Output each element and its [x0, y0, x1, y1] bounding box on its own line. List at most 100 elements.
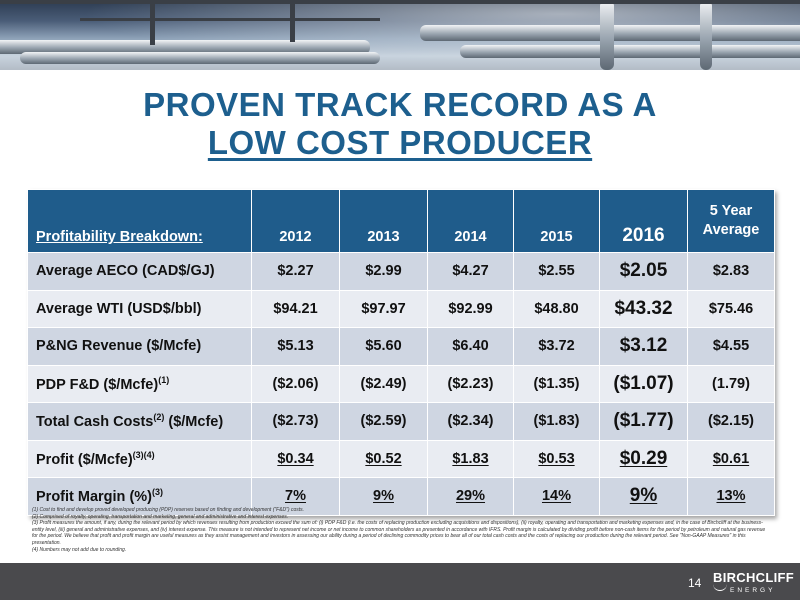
table-cell: $48.80 — [513, 289, 600, 328]
profitability-table-container: Profitability Breakdown: 2012 2013 2014 … — [27, 189, 775, 516]
table-cell: ($2.34) — [427, 402, 514, 441]
row-label-text: Average AECO (CAD$/GJ) — [36, 263, 215, 280]
table-header-row: Profitability Breakdown: 2012 2013 2014 … — [27, 189, 775, 253]
table-cell: $0.34 — [251, 439, 340, 478]
row-label-text: Average WTI (USD$/bbl) — [36, 300, 202, 317]
footnote-1: (1) Cost to find and develop proved deve… — [32, 507, 305, 513]
banner-pipe — [600, 0, 614, 70]
table-cell: $43.32 — [599, 289, 688, 328]
table-cell: $94.21 — [251, 289, 340, 328]
row-label: Total Cash Costs(2) ($/Mcfe) — [27, 402, 252, 441]
banner-beam — [80, 18, 380, 21]
banner-beam — [0, 0, 800, 4]
row-label: Average WTI (USD$/bbl) — [27, 289, 252, 328]
table-cell: $3.12 — [599, 327, 688, 366]
table-cell: 9% — [599, 477, 688, 516]
table-cell: $5.13 — [251, 327, 340, 366]
table-cell: 7% — [251, 477, 340, 516]
row-label: Profit ($/Mcfe)(3)(4) — [27, 439, 252, 478]
table-row: PDP F&D ($/Mcfe)(1) ($2.06) ($2.49) ($2.23)… — [27, 364, 775, 403]
banner-beam — [290, 0, 295, 42]
table-cell: ($1.77) — [599, 402, 688, 441]
banner-beam — [150, 0, 155, 45]
header-profitability-breakdown: Profitability Breakdown: — [27, 189, 252, 253]
table-cell: 13% — [687, 477, 775, 516]
table-cell: $0.52 — [339, 439, 428, 478]
table-cell: ($2.73) — [251, 402, 340, 441]
table-cell: ($2.49) — [339, 364, 428, 403]
table-cell: ($2.06) — [251, 364, 340, 403]
table-cell: $0.61 — [687, 439, 775, 478]
header-5-year-average: 5 Year Average — [687, 189, 775, 253]
footnotes: (1) Cost to find and develop proved deve… — [32, 507, 772, 553]
row-label-text: Profit ($/Mcfe) — [36, 451, 133, 468]
table-cell: ($1.07) — [599, 364, 688, 403]
page-number: 14 — [688, 576, 702, 590]
birchcliff-logo-sub: ENERGY — [730, 587, 776, 594]
table-row: P&NG Revenue ($/Mcfe) $5.13 $5.60 $6.40 $3.7… — [27, 327, 775, 366]
table-cell: $2.05 — [599, 252, 688, 291]
table-cell: $92.99 — [427, 289, 514, 328]
table-row: Average WTI (USD$/bbl) $94.21 $97.97 $92.99… — [27, 289, 775, 328]
table-cell: $5.60 — [339, 327, 428, 366]
table-cell: 9% — [339, 477, 428, 516]
row-label-text: PDP F&D ($/Mcfe) — [36, 376, 159, 393]
table-cell: ($2.59) — [339, 402, 428, 441]
header-average: Average — [702, 222, 760, 238]
page-title-line2: LOW COST PRODUCER — [207, 124, 593, 161]
banner-pipe — [700, 0, 712, 70]
row-label: PDP F&D ($/Mcfe)(1) — [27, 364, 252, 403]
table-cell: $2.99 — [339, 252, 428, 291]
header-banner-image — [0, 0, 800, 70]
table-row: Profit ($/Mcfe)(3)(4) $0.34 $0.52 $1.83 $0.5… — [27, 439, 775, 478]
table-cell: $3.72 — [513, 327, 600, 366]
table-cell: ($2.23) — [427, 364, 514, 403]
table-cell: $0.29 — [599, 439, 688, 478]
table-cell: ($1.83) — [513, 402, 600, 441]
row-label-text: P&NG Revenue ($/Mcfe) — [36, 338, 202, 355]
table-cell: ($2.15) — [687, 402, 775, 441]
table-cell: 14% — [513, 477, 600, 516]
row-label-footnote-ref: (3)(4) — [132, 449, 155, 460]
birchcliff-logo: BIRCHCLIFF — [713, 570, 794, 585]
table-cell: 29% — [427, 477, 514, 516]
table-row: Average AECO (CAD$/GJ) $2.27 $2.99 $4.27 $2.… — [27, 252, 775, 291]
table-cell: $4.55 — [687, 327, 775, 366]
row-label-footnote-ref: (1) — [158, 374, 170, 385]
banner-pipe — [0, 40, 370, 54]
header-2012: 2012 — [251, 189, 340, 253]
table-row: Total Cash Costs(2) ($/Mcfe) ($2.73) ($2.5… — [27, 402, 775, 441]
header-2014: 2014 — [427, 189, 514, 253]
table-cell: (1.79) — [687, 364, 775, 403]
row-label: Profit Margin (%)(3) — [27, 477, 252, 516]
row-label-footnote-ref: (3) — [152, 487, 163, 498]
header-5-year: 5 Year — [709, 203, 753, 219]
row-label-text: Profit Margin (%) — [36, 489, 152, 506]
table-cell: ($1.35) — [513, 364, 600, 403]
table-cell: $0.53 — [513, 439, 600, 478]
header-2013: 2013 — [339, 189, 428, 253]
table-cell: $2.27 — [251, 252, 340, 291]
bottom-bar — [0, 563, 800, 600]
row-label: Average AECO (CAD$/GJ) — [27, 252, 252, 291]
banner-pipe — [460, 45, 800, 58]
row-label-suffix: ($/Mcfe) — [164, 414, 224, 431]
table-cell: $75.46 — [687, 289, 775, 328]
profitability-table: Profitability Breakdown: 2012 2013 2014 … — [27, 189, 775, 516]
table-cell: $97.97 — [339, 289, 428, 328]
footnote-2: (2) Comprised of royalty, operating, tra… — [32, 513, 289, 520]
table-cell: $6.40 — [427, 327, 514, 366]
logo-wave-icon — [713, 584, 727, 591]
row-label-footnote-ref: (2) — [153, 412, 165, 423]
row-label: P&NG Revenue ($/Mcfe) — [27, 327, 252, 366]
table-cell: $2.55 — [513, 252, 600, 291]
table-cell: $4.27 — [427, 252, 514, 291]
table-cell: $2.83 — [687, 252, 775, 291]
footnote-4: (4) Numbers may not add due to rounding. — [32, 546, 127, 553]
footnote-3: (3) Profit measures the amount, if any, … — [32, 520, 766, 546]
table-row: Profit Margin (%)(3) 7% 9% 29% 14% 9% 13% — [27, 477, 775, 516]
header-2015: 2015 — [513, 189, 600, 253]
banner-pipe — [20, 52, 380, 64]
table-cell: $1.83 — [427, 439, 514, 478]
page-title-line1: PROVEN TRACK RECORD AS A — [143, 86, 657, 123]
